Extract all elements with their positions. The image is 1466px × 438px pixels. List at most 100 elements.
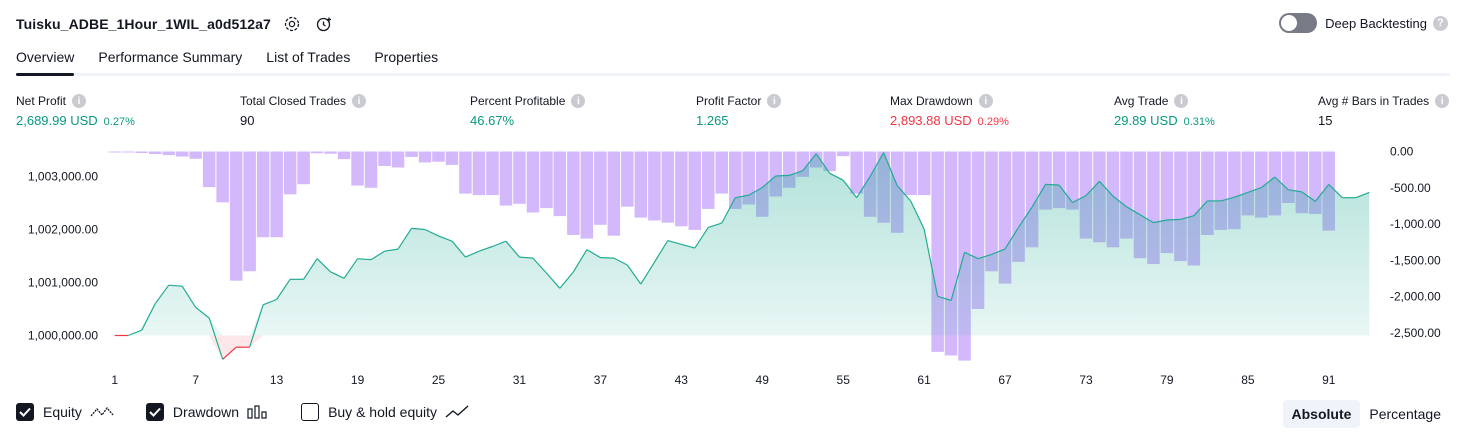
- left-axis-tick: 1,002,000.00: [28, 223, 98, 237]
- equity-label: Equity: [43, 404, 82, 420]
- tab-properties[interactable]: Properties: [374, 46, 438, 73]
- x-axis-tick: 61: [917, 373, 931, 387]
- drawdown-bar: [203, 152, 216, 188]
- x-axis-tick: 73: [1079, 373, 1093, 387]
- drawdown-bar: [122, 152, 135, 153]
- equity-toggle[interactable]: Equity: [16, 403, 114, 421]
- info-icon[interactable]: i: [1174, 94, 1188, 108]
- drawdown-bar: [500, 152, 513, 206]
- strategy-header: Tuisku_ADBE_1Hour_1WIL_a0d512a7: [16, 12, 335, 36]
- drawdown-bar: [270, 152, 283, 238]
- left-axis-tick: 1,000,000.00: [28, 329, 98, 343]
- right-axis-tick: -1,500.00: [1390, 253, 1441, 267]
- drawdown-bar: [648, 152, 661, 221]
- x-axis-tick: 25: [432, 373, 446, 387]
- drawdown-bars-icon: [247, 405, 269, 419]
- right-axis: 0.00-500.00-1,000.00-1,500.00-2,000.00-2…: [1390, 145, 1441, 341]
- drawdown-bar: [675, 152, 688, 227]
- metric-value: 15: [1318, 113, 1332, 128]
- drawdown-bar: [513, 152, 526, 204]
- x-axis-tick: 19: [351, 373, 365, 387]
- buy-hold-toggle[interactable]: Buy & hold equity: [301, 403, 469, 421]
- info-icon[interactable]: i: [72, 94, 86, 108]
- drawdown-bar: [459, 152, 472, 194]
- drawdown-bar: [608, 152, 621, 236]
- drawdown-bar: [594, 152, 607, 225]
- buy-hold-checkbox[interactable]: [301, 403, 319, 421]
- info-icon[interactable]: i: [1435, 94, 1449, 108]
- left-axis: 1,000,000.00 1,001,000.00 1,002,000.00 1,00…: [28, 170, 98, 343]
- add-alert-icon[interactable]: [313, 13, 335, 35]
- percentage-button[interactable]: Percentage: [1360, 400, 1450, 428]
- metric-percent-profitable: Percent Profitable i 46.67%: [470, 93, 585, 128]
- drawdown-bar: [918, 152, 931, 196]
- metric-avg-bars-in-trades: Avg # Bars in Trades i 15: [1318, 93, 1449, 128]
- drawdown-bar: [554, 152, 567, 217]
- deep-backtesting-label: Deep Backtesting: [1325, 16, 1427, 31]
- drawdown-bar: [163, 152, 176, 156]
- metric-label: Profit Factor: [696, 94, 761, 108]
- x-axis-tick: 13: [270, 373, 284, 387]
- drawdown-bar: [702, 152, 715, 209]
- metric-value: 90: [240, 113, 254, 128]
- deep-backtesting: Deep Backtesting ?: [1279, 13, 1448, 33]
- equity-checkbox[interactable]: [16, 403, 34, 421]
- drawdown-bar: [230, 152, 243, 281]
- x-axis-tick: 43: [675, 373, 689, 387]
- drawdown-bar: [527, 152, 540, 213]
- drawdown-bar: [486, 152, 499, 196]
- tab-overview[interactable]: Overview: [16, 46, 74, 73]
- help-icon[interactable]: ?: [1433, 16, 1448, 31]
- toggle-knob: [1281, 15, 1297, 31]
- right-axis-tick: -2,500.00: [1390, 326, 1441, 340]
- info-icon[interactable]: i: [979, 94, 993, 108]
- info-icon[interactable]: i: [571, 94, 585, 108]
- right-axis-tick: 0.00: [1390, 145, 1414, 159]
- tab-performance-summary[interactable]: Performance Summary: [98, 46, 242, 73]
- right-axis-tick: -500.00: [1390, 181, 1431, 195]
- drawdown-bar: [850, 152, 863, 194]
- drawdown-bar: [109, 152, 122, 153]
- equity-drawdown-chart[interactable]: 1,000,000.00 1,001,000.00 1,002,000.00 1,00…: [0, 140, 1466, 390]
- drawdown-bar: [351, 152, 364, 186]
- info-icon[interactable]: i: [767, 94, 781, 108]
- x-axis-tick: 91: [1322, 373, 1336, 387]
- drawdown-bar: [324, 152, 337, 154]
- metric-net-profit: Net Profit i 2,689.99 USD 0.27%: [16, 93, 135, 128]
- drawdown-bar: [189, 152, 202, 159]
- drawdown-bar: [621, 152, 634, 207]
- drawdown-bar: [716, 152, 729, 194]
- drawdown-toggle[interactable]: Drawdown: [146, 403, 269, 421]
- drawdown-checkbox[interactable]: [146, 403, 164, 421]
- drawdown-bar: [311, 152, 324, 154]
- right-axis-tick: -2,000.00: [1390, 290, 1441, 304]
- metric-label: Avg Trade: [1114, 94, 1168, 108]
- drawdown-bar: [216, 152, 229, 203]
- metric-avg-trade: Avg Trade i 29.89 USD 0.31%: [1114, 93, 1215, 128]
- value-mode-switch: Absolute Percentage: [1283, 400, 1451, 428]
- metric-label: Percent Profitable: [470, 94, 565, 108]
- chart-legend: Equity Drawdown Buy & hold equity: [16, 403, 501, 421]
- drawdown-bar: [284, 152, 297, 195]
- drawdown-bar: [243, 152, 256, 272]
- deep-backtesting-toggle[interactable]: [1279, 13, 1317, 33]
- strategy-title: Tuisku_ADBE_1Hour_1WIL_a0d512a7: [16, 16, 271, 32]
- drawdown-bar: [338, 152, 351, 160]
- equity-line-icon: [90, 405, 114, 419]
- equity-line-segment: [1167, 219, 1181, 220]
- metric-percent: 0.31%: [1184, 116, 1215, 128]
- metric-label: Avg # Bars in Trades: [1318, 94, 1429, 108]
- drawdown-bar: [837, 152, 850, 157]
- gear-icon[interactable]: [281, 13, 303, 35]
- drawdown-bar: [904, 152, 917, 196]
- tab-bar: Overview Performance Summary List of Tra…: [16, 46, 1450, 76]
- drawdown-bar: [365, 152, 378, 188]
- drawdown-bar: [473, 152, 486, 196]
- metric-label: Net Profit: [16, 94, 66, 108]
- x-axis-tick: 67: [998, 373, 1012, 387]
- absolute-button[interactable]: Absolute: [1283, 400, 1361, 428]
- tab-list-of-trades[interactable]: List of Trades: [266, 46, 350, 73]
- info-icon[interactable]: i: [352, 94, 366, 108]
- metric-value: 2,893.88 USD: [890, 113, 972, 128]
- metric-value: 1.265: [696, 113, 729, 128]
